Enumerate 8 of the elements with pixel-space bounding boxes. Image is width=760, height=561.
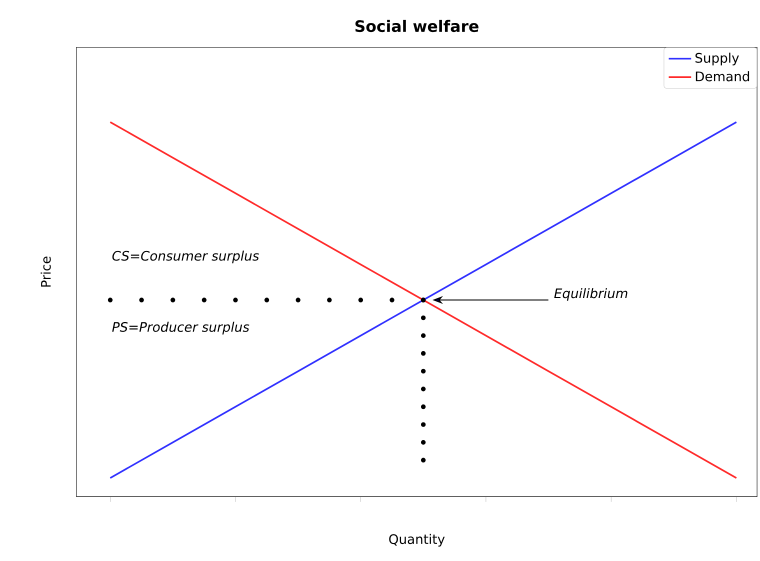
x-axis-title: Quantity <box>389 534 445 547</box>
annotation: CS=Consumer surplus <box>112 250 259 264</box>
annotation: PS=Producer surplus <box>112 322 250 335</box>
y-axis-title: Price <box>40 256 51 287</box>
annotation: Equilibrium <box>554 288 628 301</box>
legend-label: Demand <box>696 71 750 82</box>
legend-label: Supply <box>695 52 739 66</box>
chart-title: Social welfare <box>355 20 478 32</box>
